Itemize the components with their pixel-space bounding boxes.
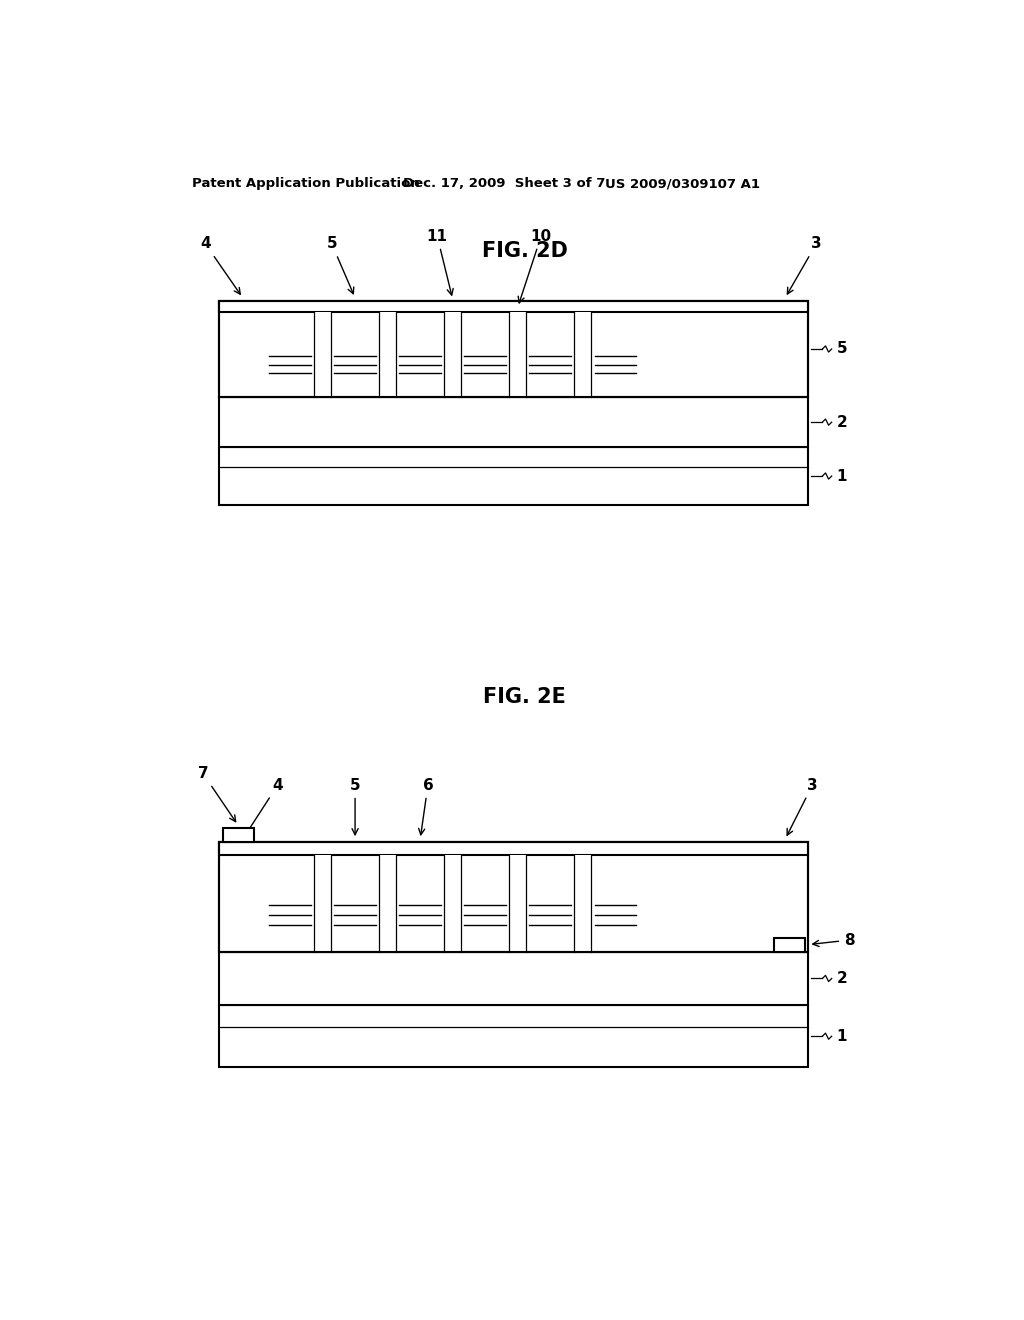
Bar [219,842,809,952]
Text: US 2009/0309107 A1: US 2009/0309107 A1 [604,177,760,190]
Bar [219,952,809,1006]
Text: 5: 5 [350,777,360,834]
Bar [774,937,805,952]
Text: 3: 3 [787,777,817,836]
Bar [379,855,396,952]
Text: 7: 7 [198,766,236,821]
Bar [219,842,809,952]
Text: FIG. 2E: FIG. 2E [483,688,566,708]
Bar [222,829,254,842]
Text: 8: 8 [813,932,855,948]
Bar [219,1006,809,1067]
Text: FIG. 2D: FIG. 2D [482,240,567,261]
Bar [219,301,809,397]
Text: 2: 2 [837,414,847,429]
Text: Dec. 17, 2009  Sheet 3 of 7: Dec. 17, 2009 Sheet 3 of 7 [403,177,605,190]
Bar [219,301,809,397]
Bar [219,397,809,447]
Bar [444,855,461,952]
Bar [509,855,526,952]
Text: 3: 3 [787,236,821,294]
Text: 4: 4 [245,777,283,836]
Bar [314,313,331,397]
Bar [219,301,809,313]
Text: 6: 6 [419,777,433,834]
Text: 1: 1 [837,1028,847,1044]
Text: Patent Application Publication: Patent Application Publication [191,177,419,190]
Bar [379,313,396,397]
Text: 11: 11 [427,228,454,296]
Bar [509,313,526,397]
Text: 2: 2 [837,972,847,986]
Bar [574,313,592,397]
Text: 5: 5 [837,342,847,356]
Bar [574,855,592,952]
Text: 10: 10 [518,228,552,302]
Text: 5: 5 [327,236,353,294]
Bar [219,842,809,855]
Text: 1: 1 [837,469,847,483]
Bar [314,855,331,952]
Bar [219,447,809,506]
Bar [444,313,461,397]
Text: 4: 4 [200,236,241,294]
